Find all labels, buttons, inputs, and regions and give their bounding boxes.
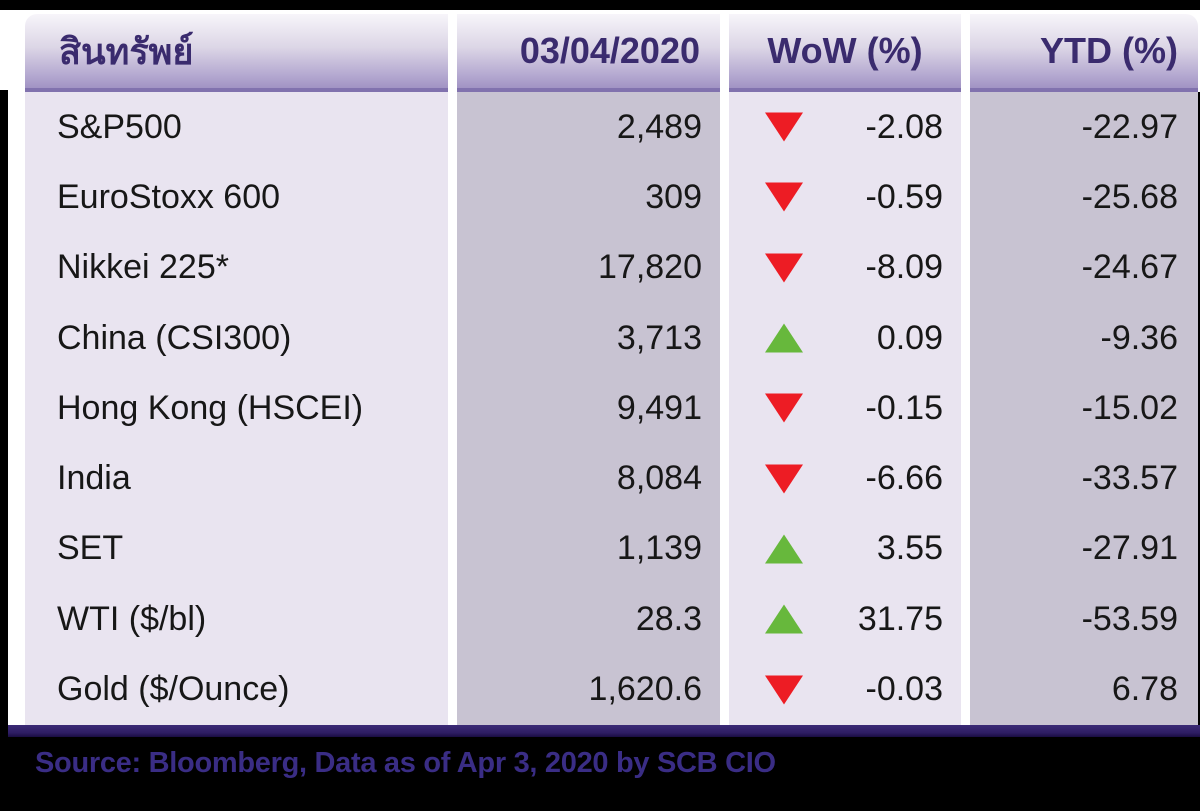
wow-cell: -8.09 (729, 232, 961, 303)
price-value: 3,713 (457, 302, 720, 374)
table-row: Hong Kong (HSCEI) 9,491 -0.15 -15.02 (25, 373, 1198, 444)
asset-name: SET (25, 513, 448, 585)
asset-name: WTI ($/bl) (25, 584, 448, 655)
ytd-value: -53.59 (970, 584, 1198, 655)
asset-name: Hong Kong (HSCEI) (25, 373, 448, 444)
wow-cell: -6.66 (729, 443, 961, 514)
wow-cell: 31.75 (729, 584, 961, 655)
asset-name: China (CSI300) (25, 302, 448, 374)
price-value: 9,491 (457, 373, 720, 444)
asset-performance-table: สินทรัพย์ 03/04/2020 WoW (%) YTD (%) S&P… (25, 14, 1198, 725)
wow-value: 3.55 (876, 529, 943, 568)
wow-value: -8.09 (865, 248, 944, 287)
table-row: Gold ($/Ounce) 1,620.6 -0.03 6.78 (25, 654, 1198, 725)
column-header-asset: สินทรัพย์ (25, 14, 448, 92)
asset-name: Nikkei 225* (25, 232, 448, 303)
price-value: 8,084 (457, 443, 720, 514)
price-value: 2,489 (457, 92, 720, 163)
ytd-value: -33.57 (970, 443, 1198, 514)
ytd-value: -9.36 (970, 302, 1198, 374)
table-row: WTI ($/bl) 28.3 31.75 -53.59 (25, 584, 1198, 655)
column-header-wow: WoW (%) (729, 14, 961, 92)
price-value: 309 (457, 162, 720, 233)
up-triangle-icon (765, 604, 803, 634)
wow-value: -0.15 (865, 388, 944, 427)
asset-name: Gold ($/Ounce) (25, 654, 448, 725)
wow-value: 31.75 (857, 599, 943, 638)
wow-cell: -0.59 (729, 162, 961, 233)
wow-value: -0.59 (865, 177, 944, 216)
down-triangle-icon (765, 253, 803, 283)
wow-value: 0.09 (876, 318, 943, 357)
table-header-row: สินทรัพย์ 03/04/2020 WoW (%) YTD (%) (25, 14, 1198, 92)
ytd-value: -22.97 (970, 92, 1198, 163)
wow-cell: -0.15 (729, 373, 961, 444)
asset-name: India (25, 443, 448, 514)
wow-value: -2.08 (865, 107, 944, 146)
right-black-bar (1197, 92, 1200, 737)
table-row: Nikkei 225* 17,820 -8.09 -24.67 (25, 232, 1198, 303)
footer-area: Source: Bloomberg, Data as of Apr 3, 202… (0, 737, 1200, 811)
wow-cell: 3.55 (729, 513, 961, 585)
price-value: 28.3 (457, 584, 720, 655)
down-triangle-icon (765, 182, 803, 212)
price-value: 1,620.6 (457, 654, 720, 725)
wow-cell: -2.08 (729, 92, 961, 163)
table-row: India 8,084 -6.66 -33.57 (25, 443, 1198, 514)
ytd-value: -25.68 (970, 162, 1198, 233)
table-body: S&P500 2,489 -2.08 -22.97 EuroStoxx 600 … (25, 92, 1198, 725)
wow-value: -0.03 (865, 670, 944, 709)
price-value: 17,820 (457, 232, 720, 303)
wow-cell: -0.03 (729, 654, 961, 725)
down-triangle-icon (765, 393, 803, 423)
ytd-value: -27.91 (970, 513, 1198, 585)
column-header-ytd: YTD (%) (970, 14, 1198, 92)
table-row: EuroStoxx 600 309 -0.59 -25.68 (25, 162, 1198, 233)
table-row: SET 1,139 3.55 -27.91 (25, 513, 1198, 585)
asset-name: S&P500 (25, 92, 448, 163)
down-triangle-icon (765, 464, 803, 494)
table-row: China (CSI300) 3,713 0.09 -9.36 (25, 302, 1198, 374)
price-value: 1,139 (457, 513, 720, 585)
ytd-value: -24.67 (970, 232, 1198, 303)
source-note: Source: Bloomberg, Data as of Apr 3, 202… (35, 747, 776, 779)
up-triangle-icon (765, 534, 803, 564)
down-triangle-icon (765, 675, 803, 705)
ytd-value: 6.78 (970, 654, 1198, 725)
wow-value: -6.66 (865, 459, 944, 498)
wow-cell: 0.09 (729, 302, 961, 374)
table-bottom-accent-bar (8, 725, 1200, 738)
ytd-value: -15.02 (970, 373, 1198, 444)
column-header-date: 03/04/2020 (457, 14, 720, 92)
top-black-bar (0, 0, 1200, 10)
up-triangle-icon (765, 323, 803, 353)
down-triangle-icon (765, 112, 803, 142)
left-black-bar (0, 90, 8, 811)
asset-name: EuroStoxx 600 (25, 162, 448, 233)
table-row: S&P500 2,489 -2.08 -22.97 (25, 92, 1198, 163)
